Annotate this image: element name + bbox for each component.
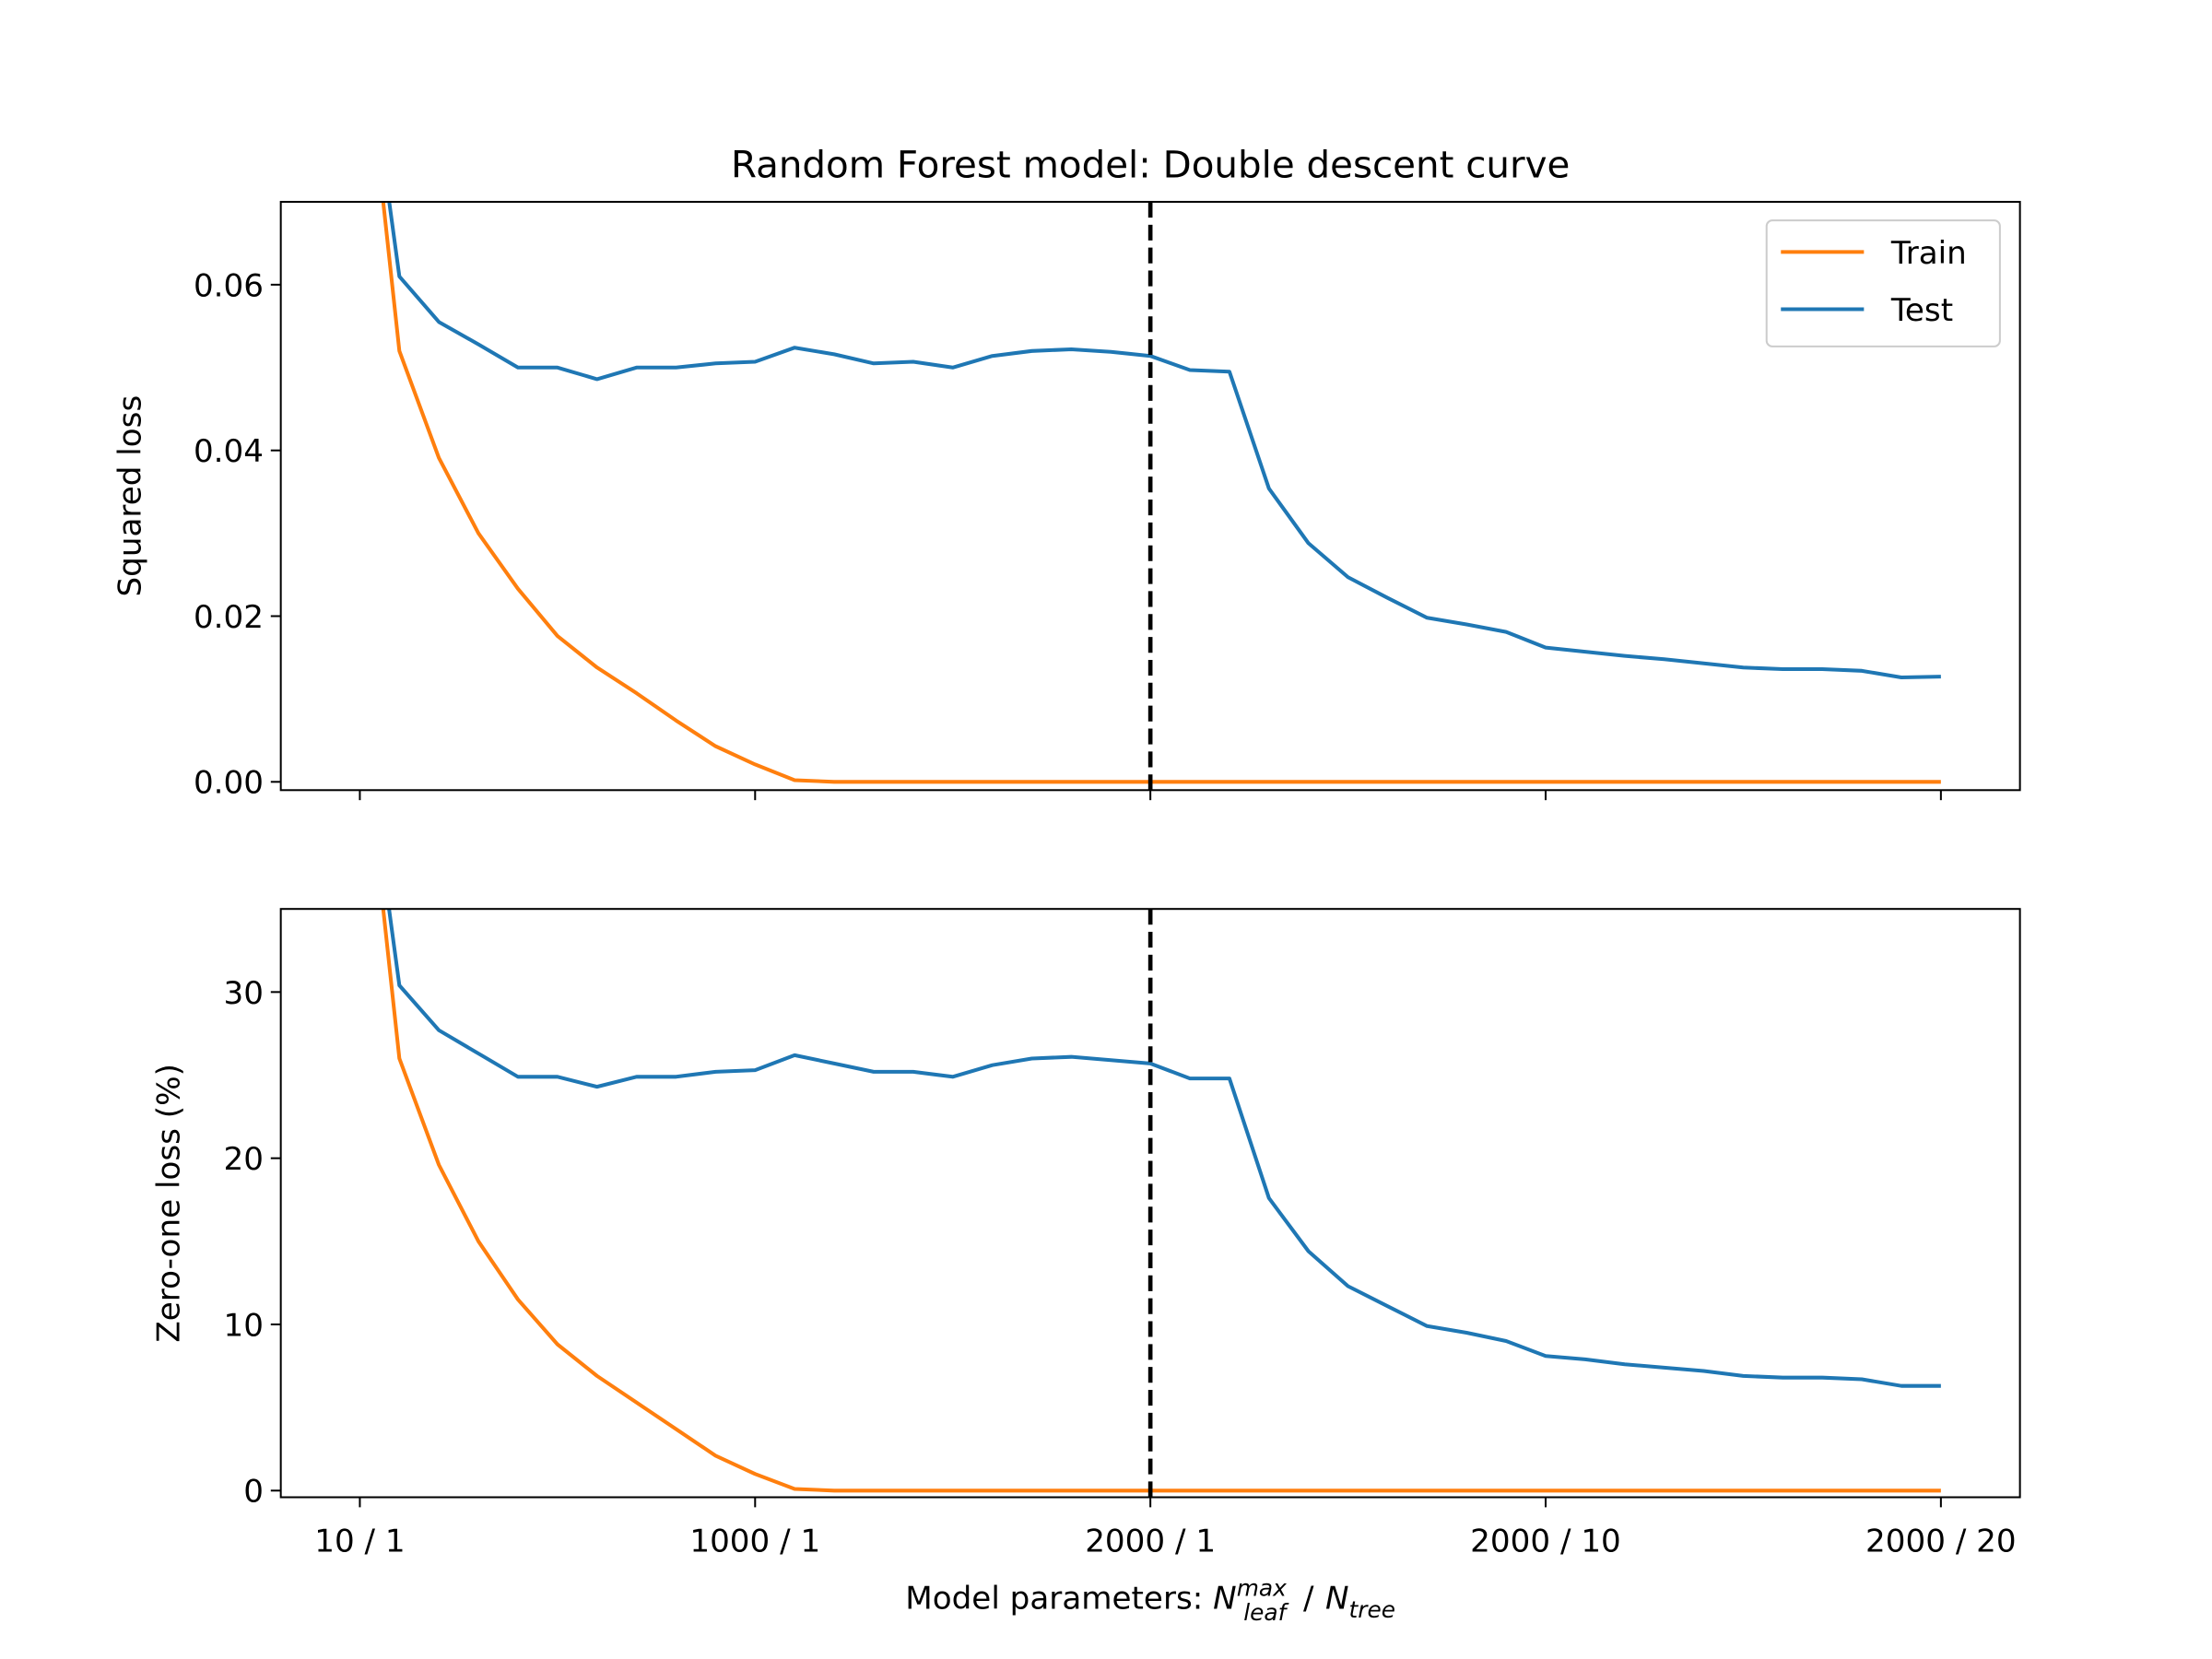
axes-frame: [279, 200, 2021, 792]
x-tick-label: 2000 / 20: [1865, 1524, 2017, 1560]
chart-title: Random Forest model: Double descent curv…: [731, 144, 1570, 187]
y-tick-label: 0: [243, 1474, 264, 1511]
x-axis-label-part: Model parameters:: [905, 1581, 1203, 1618]
y-tick-label: 0.06: [194, 267, 264, 304]
x-axis-label: Model parameters: Nmax leaf / Ntree: [905, 1575, 1395, 1626]
series-line: [387, 909, 1941, 1388]
x-axis-label-part: tree: [1349, 1596, 1395, 1623]
x-axis-label-part: leaf: [1243, 1599, 1288, 1626]
x-tick-label: 2000 / 1: [1085, 1524, 1216, 1560]
y-tick-label: 0.04: [194, 433, 264, 470]
y-axis-label: Squared loss: [112, 395, 148, 597]
x-tick-label: 10 / 1: [314, 1524, 405, 1560]
y-axis-label: Zero-one loss (%): [150, 1064, 187, 1343]
x-tick-label: 1000 / 1: [689, 1524, 820, 1560]
x-tick-label: 2000 / 10: [1470, 1524, 1621, 1560]
legend-label: Train: [1890, 235, 1967, 272]
x-axis-label-part: /: [1303, 1581, 1314, 1618]
plot-area: [381, 909, 1941, 1498]
y-tick-label: 0.02: [194, 599, 264, 636]
y-tick-label: 10: [224, 1307, 264, 1344]
series-line: [387, 201, 1941, 680]
plot-area: [381, 201, 1941, 791]
x-axis-label-part: max: [1237, 1575, 1287, 1602]
axes-frame: [279, 908, 2021, 1499]
x-axis-label-part: N: [1325, 1581, 1349, 1618]
y-tick-label: 20: [224, 1141, 264, 1178]
x-axis-label-part: N: [1213, 1581, 1237, 1618]
y-tick-label: 30: [224, 975, 264, 1012]
y-tick-label: 0.00: [194, 765, 264, 802]
legend-label: Test: [1890, 292, 1953, 329]
